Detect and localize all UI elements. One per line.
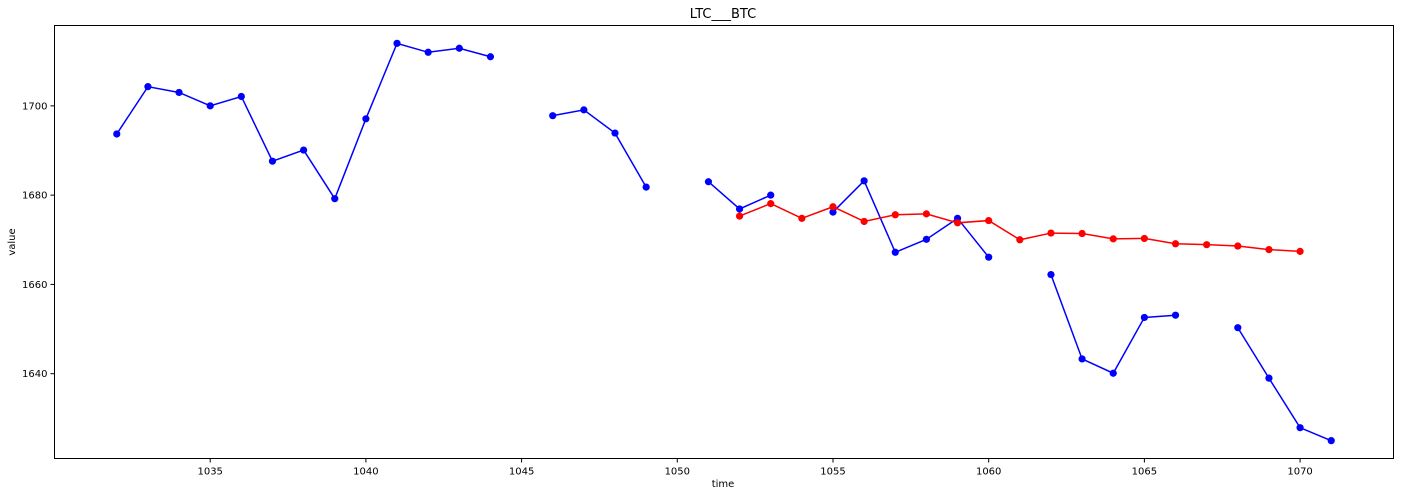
data-point [1203,241,1211,249]
data-point [1109,369,1117,377]
data-point [829,203,837,211]
data-point [891,248,899,256]
y-axis-label: value [7,228,18,255]
x-axis-label: time [712,479,735,490]
x-tick-label: 1040 [353,467,378,478]
x-tick-label: 1035 [197,467,222,478]
data-point [300,146,308,154]
data-point [1140,234,1148,243]
data-point [985,216,993,225]
data-point [1296,247,1304,255]
plot-area [54,25,1394,459]
data-point [1016,236,1024,244]
data-point [611,129,619,137]
y-tick-label: 1680 [22,191,47,202]
data-point [1265,245,1273,254]
data-point [268,157,277,165]
data-point [455,44,463,52]
x-tick-label: 1065 [1132,467,1157,478]
data-point [1171,240,1180,248]
data-point [735,205,744,213]
data-point [549,112,557,120]
data-point [1047,229,1055,237]
series-line [1237,327,1332,442]
data-point [486,53,495,61]
series-2 [735,200,1304,255]
data-point [985,253,993,261]
series-1 [113,39,1335,445]
y-tick-label: 1700 [22,101,47,112]
data-point [1140,313,1148,322]
data-point [1234,324,1242,332]
data-point [860,177,868,185]
data-point [891,211,899,219]
series-line [739,202,1301,253]
data-point [1078,355,1086,363]
x-tick-label: 1045 [509,467,534,478]
data-point [237,92,245,101]
data-point [704,178,713,186]
data-point [1109,235,1117,243]
data-point [953,219,962,227]
data-point [175,88,183,97]
series-line [116,42,491,201]
data-point [642,183,650,191]
x-tick-label: 1055 [820,467,845,478]
data-point [1047,270,1055,279]
data-point [922,210,931,218]
series-line [707,181,772,210]
data-point [1171,311,1180,319]
data-point [362,115,370,123]
y-axis: 1640 1660 1680 1700 [22,101,55,380]
x-tick-label: 1050 [665,467,690,478]
series-line [552,109,647,188]
chart-title: LTC___BTC [690,7,756,22]
data-point [393,39,401,47]
data-point [580,106,588,114]
data-point [1327,437,1335,445]
data-point [767,200,775,208]
data-point [1265,374,1273,382]
data-point [113,130,121,138]
data-point [331,195,339,203]
y-tick-label: 1660 [22,280,47,291]
x-tick-label: 1070 [1287,467,1312,478]
x-axis: 1035 1040 1045 1050 1055 1060 1065 1070 [197,458,1313,478]
data-point [860,217,868,226]
y-tick-label: 1640 [22,369,47,380]
data-point [206,102,214,110]
data-point [1078,229,1086,238]
data-point [829,208,837,216]
series-layer [113,39,1335,445]
data-point [424,48,432,56]
data-point [144,83,152,91]
data-point [735,212,744,220]
data-point [798,214,806,222]
series-line [832,179,990,258]
series-line [1050,274,1176,375]
data-point [767,191,775,199]
data-point [1234,242,1242,250]
data-point [922,235,931,243]
data-point [1296,424,1304,432]
x-tick-label: 1060 [976,467,1001,478]
